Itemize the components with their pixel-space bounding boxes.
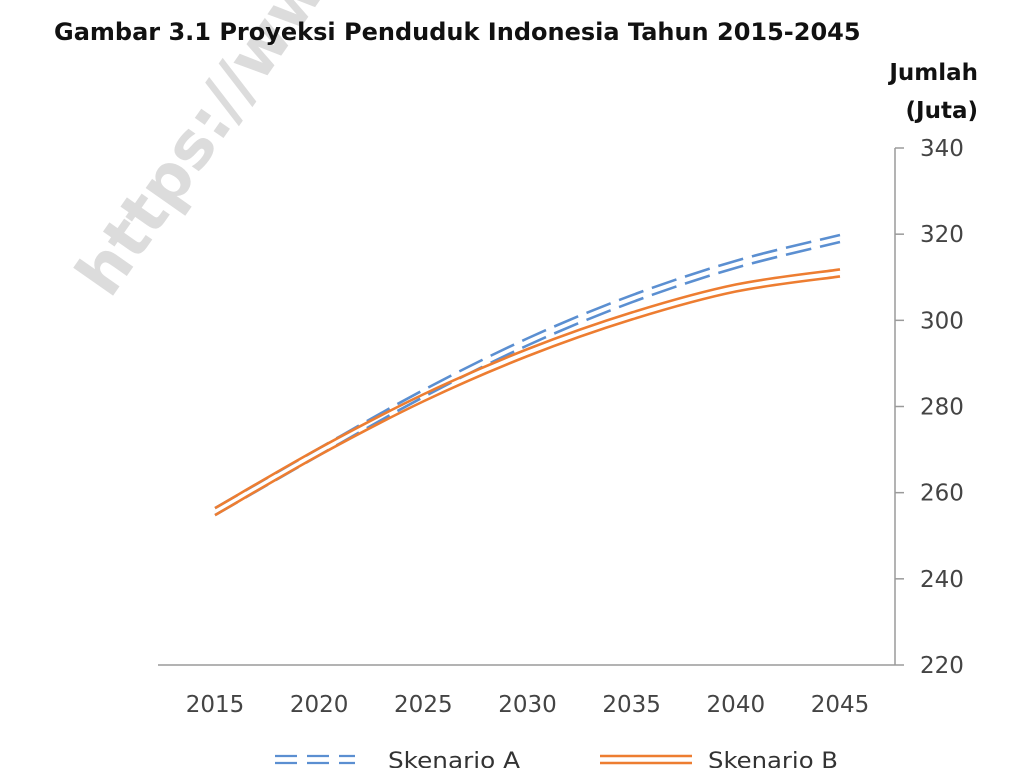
- data-point-skenario-a: [630, 298, 632, 300]
- x-tick-label: 2030: [498, 692, 557, 718]
- x-tick-label: 2015: [186, 692, 245, 718]
- data-point-skenario-a: [839, 237, 841, 239]
- y-tick-label: 340: [920, 136, 964, 162]
- x-tick-label: 2035: [602, 692, 661, 718]
- x-tick-label: 2025: [394, 692, 453, 718]
- watermark: https://www.: [62, 0, 387, 309]
- x-tick-label: 2040: [707, 692, 766, 718]
- legend-item-skenario-a: Skenario A: [275, 749, 520, 768]
- series-stroke-skenario-b: [214, 275, 841, 517]
- y-axis-title-line1: Jumlah: [887, 60, 978, 86]
- legend-label-skenario-b: Skenario B: [708, 749, 838, 768]
- y-tick-label: 220: [920, 653, 964, 679]
- x-tick-label: 2020: [290, 692, 349, 718]
- chart-title: Gambar 3.1 Proyeksi Penduduk Indonesia T…: [54, 18, 861, 46]
- data-point-skenario-b: [839, 272, 841, 274]
- legend-marker-skenario-b: [600, 754, 692, 765]
- x-tick-label: 2045: [811, 692, 870, 718]
- data-point-skenario-a: [735, 263, 737, 265]
- series-line-skenario-a: [214, 233, 841, 517]
- data-point-skenario-b: [422, 397, 424, 399]
- x-ticks: 2015 2020 2025 2030 2035 2040 2045: [186, 692, 870, 718]
- data-point-skenario-b: [735, 287, 737, 289]
- y-tick-label: 240: [920, 567, 964, 593]
- series-stroke-skenario-a: [214, 233, 841, 510]
- legend-marker-skenario-a: [275, 754, 355, 765]
- data-point-skenario-b: [214, 510, 216, 512]
- series-stroke-skenario-b: [214, 268, 841, 510]
- y-tick-label: 280: [920, 395, 964, 421]
- series-layer: [214, 233, 841, 517]
- y-axis-title-line2: (Juta): [906, 98, 978, 124]
- y-ticks: 220 240 260 280 300 320 340: [895, 136, 964, 679]
- data-point-skenario-b: [630, 315, 632, 317]
- data-point-skenario-b: [526, 351, 528, 353]
- data-point-skenario-a: [526, 341, 528, 343]
- data-point-skenario-b: [318, 451, 320, 453]
- legend-label-skenario-a: Skenario A: [388, 749, 520, 768]
- y-tick-label: 320: [920, 222, 964, 248]
- y-tick-label: 260: [920, 481, 964, 507]
- legend: Skenario A Skenario B: [275, 749, 838, 768]
- y-tick-label: 300: [920, 308, 964, 334]
- series-line-skenario-b: [214, 268, 841, 517]
- legend-item-skenario-b: Skenario B: [600, 749, 838, 768]
